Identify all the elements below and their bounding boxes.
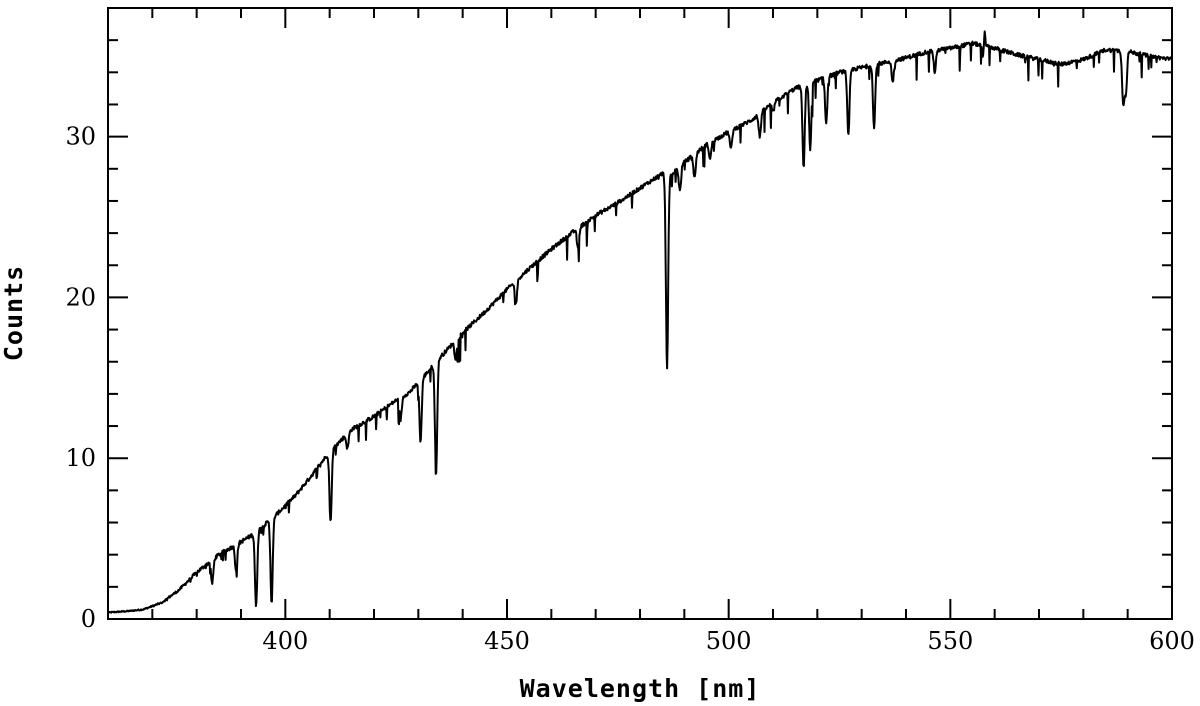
plot-frame <box>107 7 1173 620</box>
x-tick-label: 550 <box>927 627 973 655</box>
x-tick-label: 500 <box>706 627 752 655</box>
axis-ticks <box>107 7 1173 620</box>
y-tick-label: 10 <box>65 444 96 472</box>
y-tick-label: 20 <box>65 283 96 311</box>
tick-labels: 400 450 500 550 600 0 10 20 30 <box>65 123 1194 655</box>
x-tick-label: 400 <box>262 627 308 655</box>
x-axis-title: Wavelength [nm] <box>520 674 761 703</box>
x-tick-label: 600 <box>1149 627 1195 655</box>
y-tick-label: 0 <box>81 605 96 633</box>
y-axis-title: Counts <box>0 265 28 361</box>
spectrum-series-line <box>107 30 1173 614</box>
x-tick-label: 450 <box>484 627 530 655</box>
y-tick-label: 30 <box>65 123 96 151</box>
